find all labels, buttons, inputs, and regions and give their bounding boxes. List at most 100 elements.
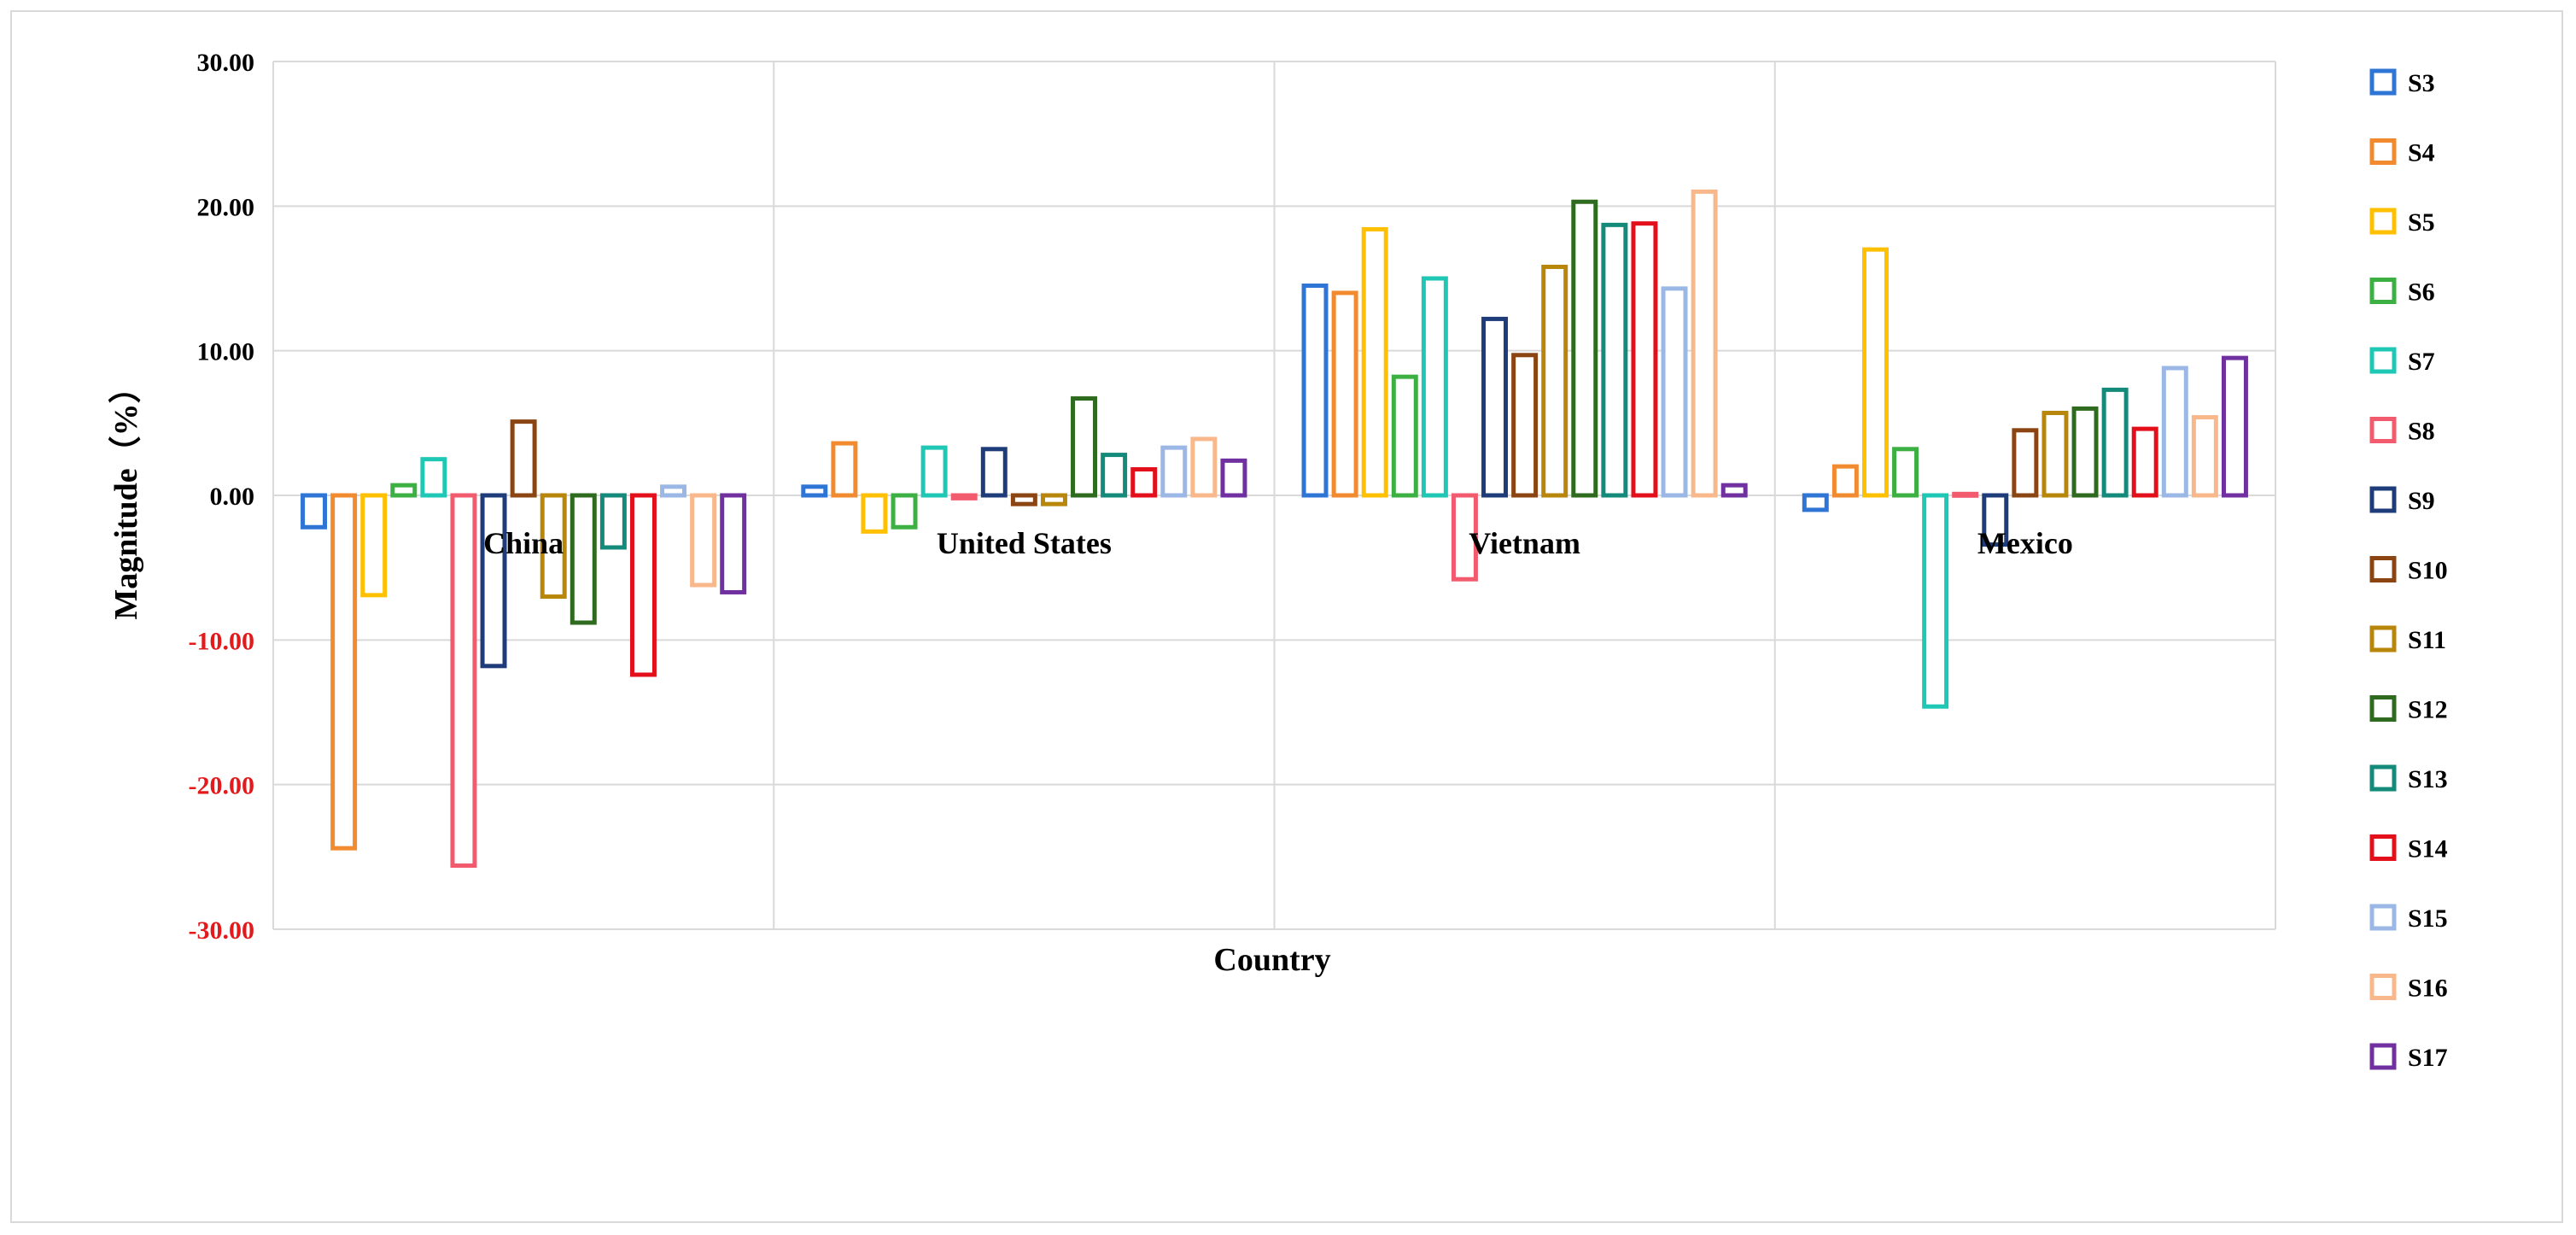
bar-s3-united-states [801, 484, 828, 498]
legend-swatch [2369, 904, 2397, 931]
legend-label: S15 [2408, 904, 2448, 933]
bar-s4-united-states [831, 441, 858, 498]
legend-swatch [2369, 974, 2397, 1000]
category-label: China [483, 526, 564, 560]
bar-s13-china [599, 493, 627, 550]
bar-s15-vietnam [1661, 286, 1688, 498]
y-axis-title: Magnitude（%） [108, 371, 144, 619]
legend-swatch [2369, 625, 2397, 653]
bar-s14-united-states [1130, 467, 1158, 498]
bar-s11-mexico [2042, 410, 2069, 498]
bar-s12-vietnam [1571, 199, 1598, 498]
bar-s13-mexico [2101, 387, 2129, 498]
bar-s16-united-states [1190, 436, 1218, 498]
legend-label: S8 [2408, 418, 2435, 446]
bar-s5-united-states [861, 493, 888, 534]
category-label: United States [937, 526, 1112, 560]
legend-label: S7 [2408, 348, 2435, 376]
bar-s12-united-states [1071, 396, 1098, 498]
legend-label: S9 [2408, 487, 2435, 515]
legend-label: S17 [2408, 1044, 2448, 1072]
bar-s12-mexico [2071, 406, 2099, 498]
bar-s9-china [480, 493, 507, 669]
bar-s17-mexico [2221, 355, 2248, 498]
bar-s7-mexico [1922, 493, 1949, 709]
bars [301, 189, 2248, 868]
y-tick-label: 30.00 [197, 49, 255, 77]
legend-swatch [2369, 208, 2397, 235]
legend-label: S3 [2408, 69, 2435, 97]
bar-s6-china [390, 483, 418, 498]
legend: S3 S4 S5 S6 S7 S8 S9 S10 S11 S12 S13 S14 S15 S16 S17 [2369, 68, 2448, 1072]
bar-s17-china [720, 493, 747, 594]
bar-s6-mexico [1892, 447, 1919, 498]
legend-label: S10 [2408, 557, 2448, 585]
bar-s16-mexico [2191, 415, 2218, 498]
bar-s14-vietnam [1631, 221, 1658, 498]
bar-s10-united-states [1010, 493, 1037, 506]
category-label: Vietnam [1469, 526, 1580, 560]
bar-s8-vietnam [1451, 493, 1478, 582]
legend-swatch [2369, 278, 2397, 304]
bar-s17-united-states [1220, 458, 1247, 498]
y-tick-label: 0.00 [210, 483, 255, 511]
legend-swatch [2369, 486, 2397, 513]
legend-label: S13 [2408, 765, 2448, 793]
legend-label: S11 [2408, 626, 2446, 654]
x-axis-title: Country [1213, 942, 1330, 978]
bar-s12-china [570, 493, 597, 625]
bar-s16-china [690, 493, 717, 588]
legend-swatch [2369, 834, 2397, 861]
legend-swatch [2369, 417, 2397, 443]
bar-s4-china [330, 493, 358, 851]
bar-s14-china [629, 493, 657, 677]
y-tick-label: -20.00 [189, 772, 255, 800]
legend-label: S4 [2408, 139, 2435, 167]
legend-label: S6 [2408, 278, 2435, 307]
bar-s11-united-states [1040, 493, 1067, 506]
bar-s8-china [450, 493, 477, 868]
bar-s13-vietnam [1601, 222, 1628, 498]
legend-swatch [2369, 1043, 2397, 1070]
bar-s5-china [360, 493, 388, 598]
legend-swatch [2369, 764, 2397, 792]
bar-s10-china [510, 419, 537, 498]
bar-s5-vietnam [1361, 226, 1388, 498]
legend-swatch [2369, 68, 2397, 96]
bar-s4-vietnam [1331, 290, 1358, 498]
bar-s10-mexico [2012, 428, 2039, 498]
legend-swatch [2369, 347, 2397, 374]
legend-label: S12 [2408, 696, 2448, 724]
bar-s15-united-states [1160, 445, 1188, 498]
legend-swatch [2369, 556, 2397, 582]
bar-s9-mexico [1982, 493, 2009, 547]
bar-s3-mexico [1802, 493, 1829, 512]
y-tick-label: -10.00 [189, 627, 255, 655]
bar-s7-china [420, 457, 447, 498]
bar-s14-mexico [2131, 426, 2158, 498]
bar-s8-mexico [1952, 491, 1979, 498]
bar-s4-mexico [1831, 464, 1859, 498]
bar-s3-china [301, 493, 328, 530]
legend-label: S5 [2408, 208, 2435, 237]
bar-s3-vietnam [1301, 283, 1329, 498]
bar-s8-united-states [950, 493, 978, 500]
chart-frame [10, 10, 2563, 1223]
bar-s5-mexico [1861, 247, 1889, 498]
y-tick-label: -30.00 [189, 916, 255, 945]
bar-s7-vietnam [1421, 276, 1448, 498]
category-label: Mexico [1977, 526, 2073, 560]
bar-s15-china [660, 484, 687, 498]
bar-s15-mexico [2161, 366, 2188, 498]
legend-label: S14 [2408, 835, 2448, 863]
y-tick-labels: 30.00 20.00 10.00 0.00 -10.00 -20.00 -30.00 [189, 49, 255, 945]
bar-s17-vietnam [1720, 483, 1748, 498]
legend-swatch [2369, 138, 2397, 165]
category-labels: China United States Vietnam Mexico [483, 526, 2073, 560]
bar-s10-vietnam [1511, 353, 1539, 498]
y-tick-label: 20.00 [197, 193, 255, 221]
bar-s16-vietnam [1691, 189, 1718, 498]
y-tick-label: 10.00 [197, 338, 255, 366]
legend-label: S16 [2408, 975, 2448, 1003]
bar-s13-united-states [1101, 453, 1128, 498]
